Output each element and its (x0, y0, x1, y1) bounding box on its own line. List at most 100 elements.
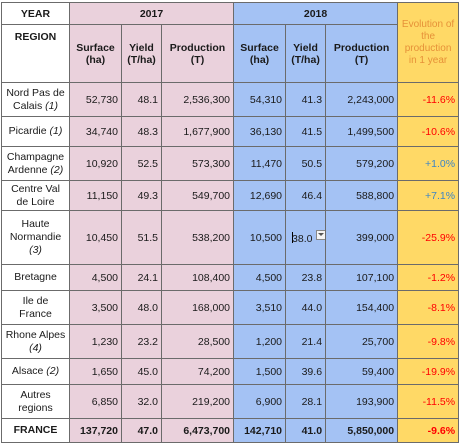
dropdown-arrow-icon[interactable] (316, 230, 325, 240)
yield-2018-cell[interactable]: 41.5 (285, 116, 327, 147)
surface-2017-header[interactable]: Surface (ha) (69, 24, 122, 83)
yield-2018-cell[interactable]: 44.0 (285, 290, 327, 325)
evolution-cell[interactable]: -11.5% (397, 384, 460, 419)
surface-2018-header[interactable]: Surface (ha) (233, 24, 287, 83)
production-2017-cell[interactable]: 1,677,900 (160, 116, 235, 147)
region-cell[interactable]: Ile de France (1, 290, 70, 325)
production-2018-cell[interactable]: 59,400 (325, 358, 399, 385)
surface-2018-cell[interactable]: 11,470 (233, 146, 287, 181)
surface-2017-cell[interactable]: 10,450 (69, 210, 122, 265)
total-yield-2017-cell[interactable]: 47.0 (121, 418, 162, 443)
production-2018-cell[interactable]: 399,000 (325, 210, 399, 265)
production-2018-cell[interactable]: 2,243,000 (325, 82, 399, 117)
surface-2017-cell[interactable]: 6,850 (69, 384, 122, 419)
evolution-cell[interactable]: -1.2% (397, 264, 460, 291)
surface-2017-cell[interactable]: 11,150 (69, 180, 122, 211)
production-2018-cell[interactable]: 193,900 (325, 384, 399, 419)
production-2017-cell[interactable]: 74,200 (160, 358, 235, 385)
evolution-cell[interactable]: -19.9% (397, 358, 460, 385)
yield-2018-cell[interactable]: 46.4 (285, 180, 327, 211)
total-surface-2017-cell[interactable]: 137,720 (69, 418, 122, 443)
evolution-cell[interactable]: -10.6% (397, 116, 460, 147)
region-cell[interactable]: Rhone Alpes (4) (1, 324, 70, 359)
evolution-cell[interactable]: -25.9% (397, 210, 460, 265)
year-header-cell[interactable]: YEAR (1, 2, 70, 25)
production-2017-cell[interactable]: 538,200 (160, 210, 235, 265)
production-2018-cell[interactable]: 154,400 (325, 290, 399, 325)
surface-2018-cell[interactable]: 12,690 (233, 180, 287, 211)
yield-2017-cell[interactable]: 52.5 (121, 146, 162, 181)
region-cell[interactable]: Bretagne (1, 264, 70, 291)
total-region-cell[interactable]: FRANCE (1, 418, 70, 443)
yield-2017-cell[interactable]: 24.1 (121, 264, 162, 291)
production-2017-header[interactable]: Production (T) (160, 24, 235, 83)
surface-2017-cell[interactable]: 1,230 (69, 324, 122, 359)
production-2017-cell[interactable]: 549,700 (160, 180, 235, 211)
surface-2017-cell[interactable]: 3,500 (69, 290, 122, 325)
production-2018-cell[interactable]: 107,100 (325, 264, 399, 291)
region-cell[interactable]: Picardie (1) (1, 116, 70, 147)
surface-2018-cell[interactable]: 1,500 (233, 358, 287, 385)
yield-2018-cell[interactable]: 41.3 (285, 82, 327, 117)
surface-2018-cell[interactable]: 4,500 (233, 264, 287, 291)
yield-2017-cell[interactable]: 32.0 (121, 384, 162, 419)
region-cell[interactable]: Alsace (2) (1, 358, 70, 385)
total-surface-2018-cell[interactable]: 142,710 (233, 418, 287, 443)
yield-2017-cell[interactable]: 48.1 (121, 82, 162, 117)
production-2017-cell[interactable]: 573,300 (160, 146, 235, 181)
yield-2018-cell[interactable]: 50.5 (285, 146, 327, 181)
surface-2017-cell[interactable]: 1,650 (69, 358, 122, 385)
year-2018-header[interactable]: 2018 (233, 2, 399, 25)
evolution-cell[interactable]: +1.0% (397, 146, 460, 181)
yield-2017-cell[interactable]: 49.3 (121, 180, 162, 211)
production-2017-cell[interactable]: 168,000 (160, 290, 235, 325)
surface-2018-cell[interactable]: 36,130 (233, 116, 287, 147)
region-cell[interactable]: Haute Normandie (3) (1, 210, 70, 265)
yield-2018-cell[interactable]: 39.6 (285, 358, 327, 385)
production-2018-cell[interactable]: 579,200 (325, 146, 399, 181)
region-cell[interactable]: Autres regions (1, 384, 70, 419)
yield-2017-header[interactable]: Yield (T/ha) (121, 24, 162, 83)
production-2017-cell[interactable]: 219,200 (160, 384, 235, 419)
surface-2017-cell[interactable]: 4,500 (69, 264, 122, 291)
production-2018-header[interactable]: Production (T) (325, 24, 399, 83)
yield-2018-cell[interactable]: 28.1 (285, 384, 327, 419)
surface-2017-cell[interactable]: 34,740 (69, 116, 122, 147)
production-2018-cell[interactable]: 1,499,500 (325, 116, 399, 147)
yield-2017-cell[interactable]: 48.3 (121, 116, 162, 147)
surface-2017-cell[interactable]: 52,730 (69, 82, 122, 117)
surface-2018-cell[interactable]: 54,310 (233, 82, 287, 117)
surface-2018-cell[interactable]: 1,200 (233, 324, 287, 359)
evolution-cell[interactable]: +7.1% (397, 180, 460, 211)
yield-2017-cell[interactable]: 48.0 (121, 290, 162, 325)
yield-2018-cell[interactable]: 21.4 (285, 324, 327, 359)
region-cell[interactable]: Champagne Ardenne (2) (1, 146, 70, 181)
yield-2018-cell[interactable]: 38.0 (285, 210, 327, 265)
evolution-cell[interactable]: -11.6% (397, 82, 460, 117)
yield-2018-cell[interactable]: 23.8 (285, 264, 327, 291)
total-production-2017-cell[interactable]: 6,473,700 (160, 418, 235, 443)
production-2017-cell[interactable]: 2,536,300 (160, 82, 235, 117)
production-2017-cell[interactable]: 28,500 (160, 324, 235, 359)
evolution-cell[interactable]: -8.1% (397, 290, 460, 325)
yield-2017-cell[interactable]: 51.5 (121, 210, 162, 265)
total-production-2018-cell[interactable]: 5,850,000 (325, 418, 399, 443)
surface-2017-cell[interactable]: 10,920 (69, 146, 122, 181)
region-header-cell[interactable]: REGION (1, 24, 70, 83)
production-2018-cell[interactable]: 588,800 (325, 180, 399, 211)
year-2017-header[interactable]: 2017 (68, 2, 235, 25)
region-cell[interactable]: Nord Pas de Calais (1) (1, 82, 70, 117)
surface-2018-cell[interactable]: 3,510 (233, 290, 287, 325)
evolution-header[interactable]: Evolution of the production in 1 year (397, 2, 460, 83)
production-2017-cell[interactable]: 108,400 (160, 264, 235, 291)
surface-2018-cell[interactable]: 6,900 (233, 384, 287, 419)
total-evolution-cell[interactable]: -9.6% (397, 418, 460, 443)
evolution-cell[interactable]: -9.8% (397, 324, 460, 359)
surface-2018-cell[interactable]: 10,500 (233, 210, 287, 265)
production-2018-cell[interactable]: 25,700 (325, 324, 399, 359)
region-cell[interactable]: Centre Val de Loire (1, 180, 70, 211)
yield-2018-header[interactable]: Yield (T/ha) (285, 24, 327, 83)
yield-2017-cell[interactable]: 23.2 (121, 324, 162, 359)
total-yield-2018-cell[interactable]: 41.0 (285, 418, 327, 443)
yield-2017-cell[interactable]: 45.0 (121, 358, 162, 385)
